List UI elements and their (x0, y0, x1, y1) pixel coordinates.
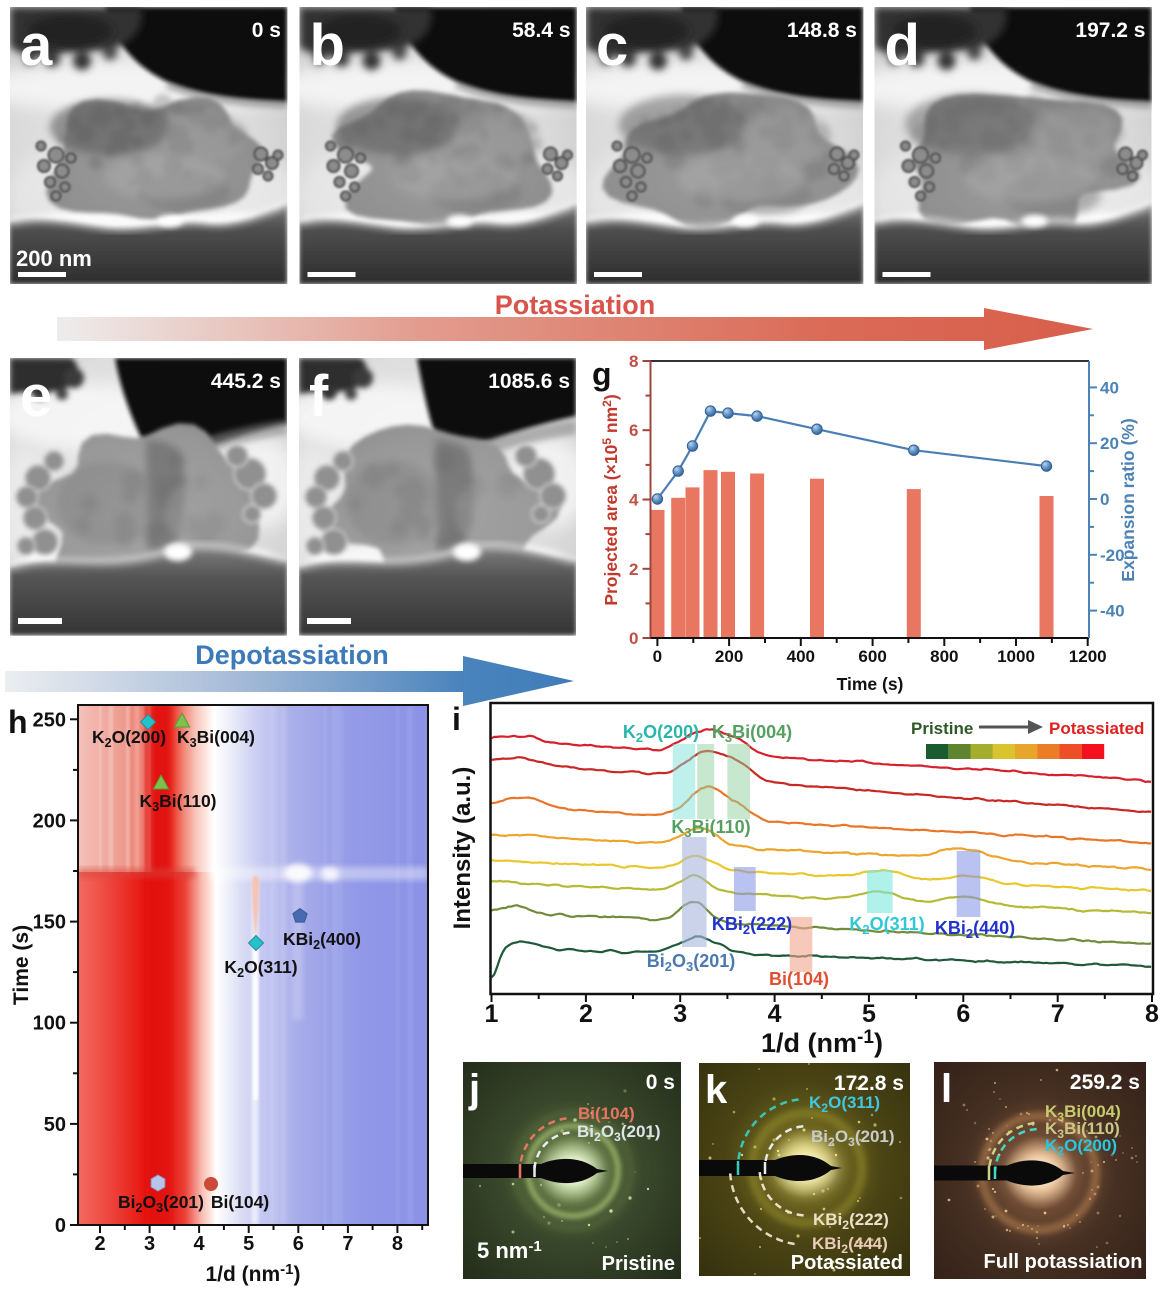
svg-text:3: 3 (673, 1000, 687, 1028)
svg-text:8: 8 (392, 1233, 403, 1255)
svg-text:445.2 s: 445.2 s (211, 370, 281, 393)
svg-text:Potassiation: Potassiation (495, 290, 656, 320)
svg-text:Bi(104): Bi(104) (211, 1192, 269, 1212)
svg-text:600: 600 (858, 647, 886, 666)
svg-text:7: 7 (342, 1233, 353, 1255)
svg-text:150: 150 (33, 912, 66, 934)
svg-text:Bi(104): Bi(104) (578, 1104, 635, 1123)
svg-text:Bi(104): Bi(104) (769, 969, 829, 989)
svg-text:j: j (468, 1067, 480, 1111)
svg-text:i: i (452, 701, 461, 737)
svg-text:Full potassiation: Full potassiation (984, 1251, 1143, 1273)
svg-text:0: 0 (629, 629, 638, 648)
svg-text:172.8 s: 172.8 s (834, 1072, 904, 1095)
svg-text:250: 250 (33, 709, 66, 731)
svg-text:0 s: 0 s (252, 19, 281, 42)
svg-text:0: 0 (1100, 490, 1109, 509)
svg-text:Time (s): Time (s) (10, 925, 33, 1005)
svg-text:h: h (8, 704, 28, 740)
svg-text:1085.6 s: 1085.6 s (488, 370, 570, 393)
svg-text:6: 6 (629, 421, 638, 440)
svg-text:Intensity (a.u.): Intensity (a.u.) (449, 767, 476, 930)
svg-text:K2​O(311): K2​O(311) (849, 914, 924, 937)
svg-text:6: 6 (956, 1000, 970, 1028)
svg-text:Depotassiation: Depotassiation (195, 640, 389, 670)
svg-text:-40: -40 (1100, 602, 1125, 621)
svg-text:Pristine: Pristine (911, 719, 973, 738)
svg-text:4: 4 (768, 1000, 782, 1028)
svg-text:KBi2​(400): KBi2​(400) (283, 929, 361, 952)
svg-text:KBi2​(222): KBi2​(222) (712, 914, 792, 937)
svg-text:5: 5 (243, 1233, 254, 1255)
svg-text:5: 5 (862, 1000, 876, 1028)
svg-text:0: 0 (55, 1215, 66, 1237)
svg-text:e: e (20, 364, 52, 429)
svg-text:2: 2 (94, 1233, 105, 1255)
svg-text:200: 200 (33, 810, 66, 832)
svg-text:7: 7 (1051, 1000, 1065, 1028)
svg-text:2: 2 (579, 1000, 593, 1028)
svg-text:1: 1 (485, 1000, 499, 1028)
svg-text:1200: 1200 (1069, 647, 1107, 666)
svg-text:K2​O(311): K2​O(311) (224, 957, 297, 980)
svg-text:100: 100 (33, 1013, 66, 1035)
svg-text:K2​O(200): K2​O(200) (92, 727, 166, 750)
svg-text:8: 8 (1145, 1000, 1159, 1028)
svg-text:6: 6 (293, 1233, 304, 1255)
svg-text:400: 400 (787, 647, 815, 666)
svg-text:d: d (885, 13, 920, 78)
svg-text:50: 50 (44, 1114, 66, 1136)
svg-text:k: k (705, 1068, 728, 1112)
svg-text:Expansion ratio (%): Expansion ratio (%) (1118, 418, 1138, 581)
svg-text:200 nm: 200 nm (16, 246, 92, 271)
svg-text:K2​O(200): K2​O(200) (623, 722, 699, 745)
svg-text:0 s: 0 s (646, 1071, 675, 1094)
svg-text:K3​Bi(110): K3​Bi(110) (671, 817, 750, 840)
svg-text:200: 200 (715, 647, 743, 666)
svg-text:4: 4 (194, 1233, 206, 1255)
svg-text:a: a (20, 13, 53, 78)
svg-text:KBi2​(440): KBi2​(440) (935, 918, 1015, 941)
svg-text:Potassiated: Potassiated (1049, 719, 1144, 738)
svg-text:K2​O(311): K2​O(311) (809, 1093, 880, 1115)
svg-text:20: 20 (1100, 434, 1119, 453)
svg-text:f: f (309, 364, 329, 429)
svg-text:4: 4 (629, 491, 639, 510)
svg-text:Time (s): Time (s) (837, 674, 904, 694)
svg-text:800: 800 (930, 647, 958, 666)
svg-text:197.2 s: 197.2 s (1075, 19, 1145, 42)
svg-text:3: 3 (144, 1233, 155, 1255)
svg-text:58.4 s: 58.4 s (512, 19, 570, 42)
svg-text:KBi2​(222): KBi2​(222) (813, 1210, 889, 1232)
svg-text:g: g (592, 356, 612, 392)
svg-text:Potassiated: Potassiated (791, 1252, 903, 1274)
svg-text:c: c (596, 13, 628, 78)
svg-text:148.8 s: 148.8 s (787, 19, 857, 42)
svg-text:K2​O(200): K2​O(200) (1045, 1136, 1117, 1158)
svg-text:2: 2 (629, 560, 638, 579)
svg-text:K3​Bi(004): K3​Bi(004) (177, 727, 255, 750)
svg-text:40: 40 (1100, 378, 1119, 397)
svg-text:b: b (310, 13, 345, 78)
svg-text:K3​Bi(004): K3​Bi(004) (712, 722, 792, 745)
svg-text:8: 8 (629, 352, 638, 371)
svg-text:0: 0 (653, 647, 662, 666)
svg-text:259.2 s: 259.2 s (1070, 1071, 1140, 1094)
svg-text:1000: 1000 (997, 647, 1035, 666)
svg-text:Projected area (×105 nm2): Projected area (×105 nm2) (600, 394, 621, 605)
svg-text:l: l (941, 1067, 952, 1111)
svg-text:Pristine: Pristine (602, 1253, 675, 1275)
svg-text:K3​Bi(110): K3​Bi(110) (139, 791, 216, 814)
